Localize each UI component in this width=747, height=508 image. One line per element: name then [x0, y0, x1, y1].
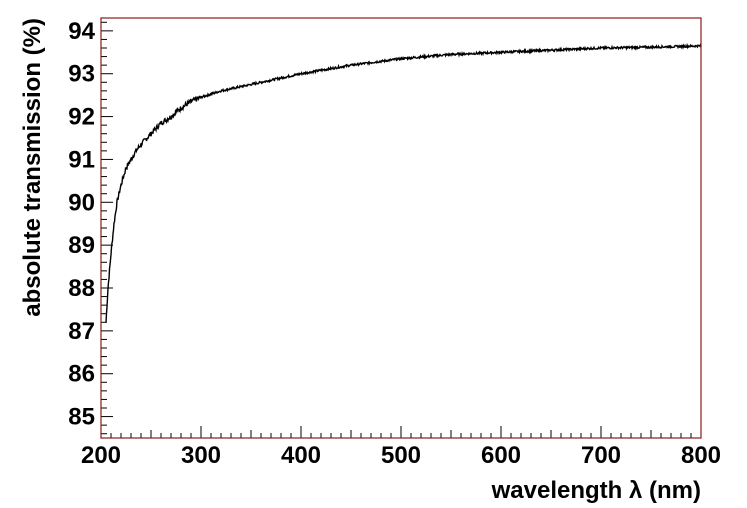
- y-tick-label: 88: [68, 275, 95, 302]
- series-line: [105, 42, 702, 323]
- tick-labels: 200 300 400 500 600 700 800 85 86 87 88 89 90 91 92 93 9…: [68, 18, 721, 469]
- y-tick-label: 87: [68, 318, 95, 345]
- y-tick-label: 94: [68, 18, 95, 45]
- x-tick-label: 200: [81, 442, 121, 469]
- y-tick-label: 85: [68, 404, 95, 431]
- y-tick-label: 93: [68, 61, 95, 88]
- x-tick-label: 600: [481, 442, 521, 469]
- x-tick-label: 500: [381, 442, 421, 469]
- x-tick-label: 800: [681, 442, 721, 469]
- y-tick-label: 92: [68, 104, 95, 131]
- y-axis-title: absolute transmission (%): [19, 18, 46, 317]
- y-tick-label: 89: [68, 232, 95, 259]
- plot-frame: [100, 17, 702, 439]
- y-tick-label: 91: [68, 146, 95, 173]
- x-axis-title: wavelength λ (nm): [491, 477, 701, 504]
- x-tick-label: 400: [281, 442, 321, 469]
- y-tick-label: 90: [68, 189, 95, 216]
- x-tick-label: 300: [181, 442, 221, 469]
- x-tick-label: 700: [581, 442, 621, 469]
- y-tick-label: 86: [68, 361, 95, 388]
- axes: [100, 21, 702, 438]
